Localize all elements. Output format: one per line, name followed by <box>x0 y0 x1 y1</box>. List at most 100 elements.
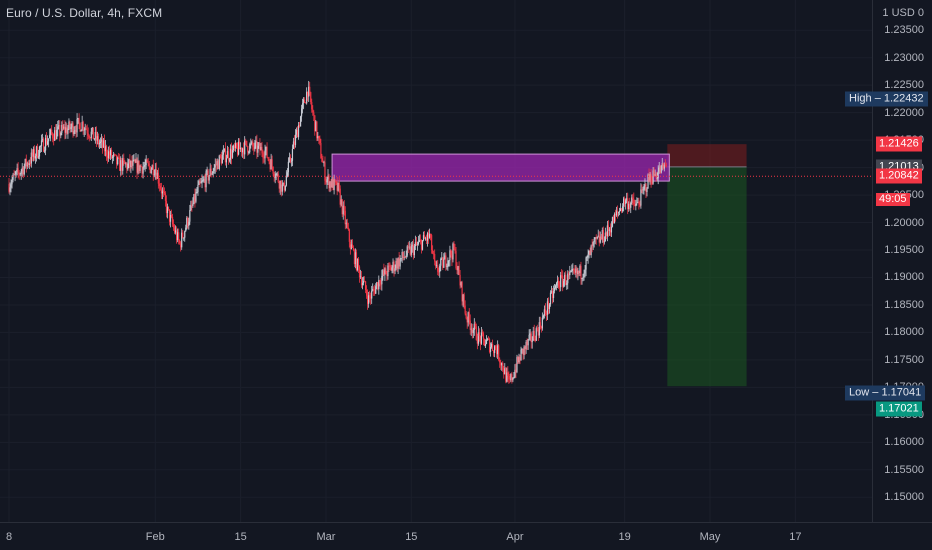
candle <box>238 138 240 156</box>
candle <box>466 316 468 329</box>
candle <box>60 131 62 139</box>
high-label: High – 1.22432 <box>845 91 928 107</box>
candle <box>552 285 555 303</box>
candle <box>474 321 476 330</box>
candle <box>227 147 230 165</box>
candle <box>546 298 549 321</box>
candle <box>497 340 499 359</box>
candle <box>443 253 445 268</box>
candle <box>389 262 391 271</box>
candle <box>128 159 130 169</box>
candle <box>660 165 662 174</box>
candle <box>573 268 575 274</box>
candle <box>269 159 271 173</box>
candle <box>558 277 560 289</box>
candle <box>294 129 297 148</box>
candle <box>373 286 375 296</box>
candle <box>417 235 420 246</box>
candle <box>299 115 302 127</box>
candle <box>542 314 544 320</box>
candle <box>476 333 478 350</box>
candle <box>370 292 372 305</box>
candle <box>20 169 22 180</box>
candle <box>222 145 224 160</box>
candle <box>254 139 256 152</box>
candle <box>596 236 598 240</box>
candle <box>262 149 264 164</box>
candle <box>58 120 60 130</box>
candle <box>482 331 485 346</box>
candle <box>307 91 309 102</box>
candle <box>387 263 389 280</box>
candle <box>640 183 642 209</box>
candle <box>166 203 169 219</box>
candle <box>478 328 480 342</box>
candle <box>452 242 454 263</box>
candle <box>234 140 237 152</box>
candle <box>580 261 582 285</box>
candle <box>605 231 607 240</box>
candle <box>138 160 140 175</box>
candle <box>603 236 605 245</box>
candle <box>651 176 653 185</box>
candle <box>624 196 626 208</box>
candle <box>36 143 39 159</box>
candle <box>631 194 633 205</box>
candle <box>547 297 550 315</box>
candle <box>159 183 161 191</box>
candle <box>339 185 341 208</box>
candle <box>204 173 206 192</box>
candle <box>657 165 659 185</box>
candle <box>144 158 146 172</box>
candle <box>57 120 59 137</box>
candle <box>185 224 187 232</box>
candle <box>403 250 405 261</box>
candle <box>27 160 29 168</box>
candle <box>253 143 255 155</box>
candle <box>291 144 294 167</box>
candle <box>616 205 619 219</box>
axis-currency-label[interactable]: 1 USD 0 <box>882 7 924 19</box>
high-label-dash: – <box>874 92 884 105</box>
candle <box>327 169 329 186</box>
candle <box>96 131 98 145</box>
candle <box>473 318 475 336</box>
candle <box>280 180 282 197</box>
candle <box>536 324 538 332</box>
price-tick-label: 1.19000 <box>884 271 924 284</box>
candle <box>188 217 190 230</box>
candle <box>172 219 175 231</box>
candle <box>535 326 537 342</box>
candle <box>320 138 322 159</box>
candle <box>34 153 37 164</box>
candle <box>247 145 249 156</box>
candle <box>377 281 379 291</box>
candle <box>353 248 356 268</box>
candle <box>87 127 89 140</box>
candle <box>528 329 530 341</box>
candle <box>313 110 315 122</box>
candle <box>267 156 269 161</box>
candle <box>484 339 487 348</box>
candle <box>97 133 100 148</box>
price-tick-label: 1.22000 <box>884 106 924 119</box>
low-label-text: Low <box>849 386 870 399</box>
candle <box>439 263 441 278</box>
candle <box>205 169 207 193</box>
candle <box>59 120 61 142</box>
candle <box>496 344 498 358</box>
candle <box>98 139 101 150</box>
symbol-title[interactable]: Euro / U.S. Dollar, 4h, FXCM <box>6 6 163 20</box>
candle <box>604 227 606 242</box>
candle <box>104 139 107 157</box>
candle <box>591 238 593 253</box>
candle <box>553 283 556 294</box>
candle <box>451 250 453 267</box>
price-tick-label: 1.16000 <box>884 436 924 449</box>
candle <box>581 277 583 285</box>
candles <box>8 80 667 384</box>
candle <box>125 162 127 168</box>
candle <box>527 338 529 350</box>
